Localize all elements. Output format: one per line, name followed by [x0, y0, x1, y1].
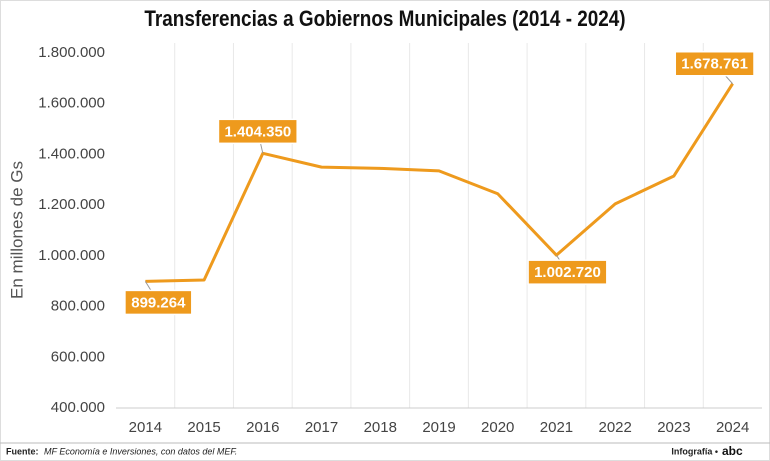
value-label-box [674, 50, 755, 77]
logo: abc [722, 444, 743, 458]
x-tick-label: 2019 [422, 419, 455, 436]
y-tick-label: 1.800.000 [38, 44, 105, 61]
y-tick-label: 800.000 [51, 298, 105, 315]
y-tick-label: 400.000 [51, 399, 105, 416]
y-tick-label: 1.000.000 [38, 247, 105, 264]
x-tick-label: 2020 [481, 419, 514, 436]
source: MF Economía e Inversiones, con datos del… [44, 446, 237, 456]
y-tick-label: 600.000 [51, 348, 105, 365]
x-tick-label: 2022 [598, 419, 631, 436]
x-tick-label: 2017 [305, 419, 338, 436]
value-label-box [527, 259, 608, 285]
y-tick-label: 1.600.000 [38, 95, 105, 112]
x-tick-label: 2024 [716, 419, 749, 436]
credit: Infografía • [671, 446, 718, 456]
x-tick-label: 2023 [657, 419, 690, 436]
x-tick-label: 2021 [540, 419, 573, 436]
value-label: 1.002.720 [534, 264, 601, 281]
value-label: 1.404.350 [224, 123, 291, 140]
value-label-box [124, 289, 193, 316]
x-tick-label: 2016 [246, 419, 279, 436]
x-tick-label: 2015 [187, 419, 220, 436]
line [145, 82, 734, 283]
value-label: 1.678.761 [681, 56, 748, 73]
y-tick-label: 1.200.000 [38, 196, 105, 213]
y-tick-label: 1.400.000 [38, 145, 105, 162]
chart-title: Transferencias a Gobiernos Municipales (… [144, 7, 625, 32]
x-tick-label: 2014 [129, 419, 162, 436]
value-label: 899.264 [131, 294, 186, 311]
source-label: Fuente: [6, 446, 39, 456]
y-axis-label: En millones de Gs [7, 161, 26, 299]
value-label-box [217, 118, 298, 145]
x-tick-label: 2018 [364, 419, 397, 436]
